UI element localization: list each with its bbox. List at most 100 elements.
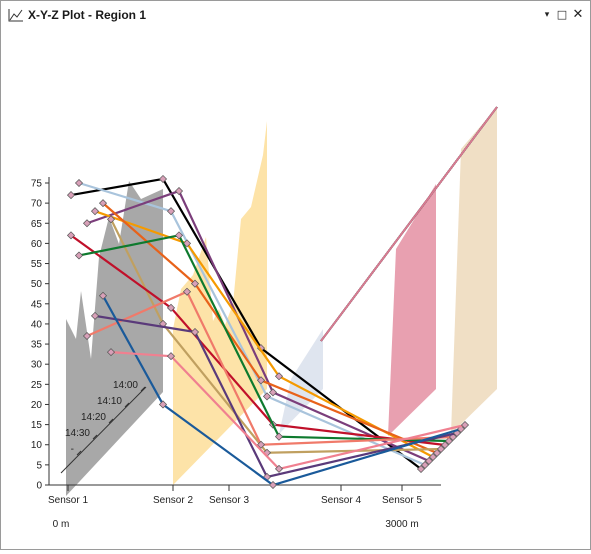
x-category-label: Sensor 1 [48, 495, 88, 506]
y-tick-label: 20 [31, 400, 43, 411]
series-point [166, 303, 176, 312]
time-tick-label: 14:10 [97, 396, 122, 407]
series-point [444, 436, 454, 446]
y-tick-label: 60 [31, 239, 43, 250]
x-range-label: 0 m [53, 519, 70, 530]
series-point [274, 464, 284, 473]
series-point [174, 231, 184, 240]
y-tick-label: 70 [31, 199, 43, 210]
series-point [106, 348, 116, 357]
y-tick-label: 45 [31, 299, 43, 310]
sensor2-fill [173, 121, 267, 485]
y-tick-label: 65 [31, 219, 43, 230]
series-lines [66, 106, 498, 490]
series-line [94, 314, 458, 479]
series-point [74, 251, 84, 260]
series-point [274, 372, 284, 381]
series-point [182, 239, 192, 248]
series-point [66, 191, 76, 200]
title-bar: X-Y-Z Plot - Region 1 ▾ □ ✕ [1, 1, 590, 29]
series-point [98, 291, 108, 300]
series-point [274, 432, 284, 441]
close-icon[interactable]: ✕ [572, 7, 584, 22]
time-tick-mark [124, 402, 130, 408]
sensor3-fill [279, 329, 323, 434]
series-point [256, 440, 266, 449]
series-point [158, 400, 168, 409]
y-tick-label: 55 [31, 259, 43, 270]
series-point [436, 444, 446, 454]
series-point [262, 392, 272, 401]
series-point [268, 480, 278, 490]
series-point [82, 219, 92, 228]
time-tick-mark [140, 386, 146, 392]
x-category-label: Sensor 3 [209, 495, 249, 506]
y-tick-label: 75 [31, 179, 43, 190]
series-point [416, 464, 426, 474]
y-axis-ticks: 0 5 10 15 20 25 30 35 40 45 50 55 60 65 70 75 [31, 179, 49, 492]
y-tick-label: 25 [31, 380, 43, 391]
series-point [74, 178, 84, 188]
series-point [256, 376, 266, 385]
y-tick-label: 0 [36, 481, 42, 492]
y-tick-label: 40 [31, 319, 43, 330]
y-tick-label: 35 [31, 340, 43, 351]
series-point [166, 352, 176, 361]
xyz-chart: 0 5 10 15 20 25 30 35 40 45 50 55 60 65 70 75 14:00 14:1… [31, 106, 498, 530]
y-tick-label: 5 [36, 460, 42, 471]
x-range-label: 3000 m [385, 519, 418, 530]
series-point [268, 388, 278, 397]
time-axis-ticks: 14:00 14:10 14:20 14:30 - [65, 380, 146, 456]
y-tick-label: 10 [31, 440, 43, 451]
x-category-label: Sensor 5 [382, 495, 422, 506]
series-point [166, 207, 176, 216]
series-point [420, 460, 430, 470]
time-tick-label: 14:00 [113, 380, 138, 391]
time-axis-line [60, 386, 147, 474]
x-category-label: Sensor 2 [153, 495, 193, 506]
time-tick-label: 14:20 [81, 412, 106, 423]
series-line [78, 234, 450, 443]
time-tick-mark [76, 450, 82, 456]
series-converge-line [320, 106, 498, 342]
x-category-label: Sensor 4 [321, 495, 361, 506]
series-point [174, 187, 184, 196]
sensor4-fill [388, 184, 436, 436]
series-line [94, 210, 434, 458]
series-point [460, 420, 470, 430]
series-point [440, 440, 450, 450]
time-tick-mark [92, 434, 98, 440]
series-point [106, 215, 116, 224]
plot-area: 0 5 10 15 20 25 30 35 40 45 50 55 60 65 70 75 14:00 14:1… [1, 29, 590, 549]
maximize-icon[interactable]: □ [556, 8, 568, 21]
series-line [110, 351, 466, 471]
sensor1-fill [66, 181, 163, 496]
series-point [428, 452, 438, 462]
series-point [98, 199, 108, 208]
series-point [182, 287, 192, 296]
series-line [86, 290, 454, 446]
series-line [86, 189, 430, 463]
series-point [432, 448, 442, 458]
chart-icon [8, 9, 23, 22]
time-tick-label: - [71, 444, 74, 455]
series-point [190, 327, 200, 337]
y-tick-label: 50 [31, 279, 43, 290]
time-tick-mark [108, 418, 114, 424]
window-title: X-Y-Z Plot - Region 1 [28, 8, 147, 22]
series-line [78, 181, 426, 467]
dropdown-icon[interactable]: ▾ [544, 10, 550, 20]
series-point [82, 331, 92, 341]
series-point [424, 456, 434, 466]
projection-fills [66, 107, 497, 496]
series-point [90, 311, 100, 320]
series-point [158, 174, 168, 184]
time-tick-label: 14:30 [65, 428, 90, 439]
y-tick-label: 30 [31, 360, 43, 371]
series-point [90, 207, 100, 216]
series-point [66, 231, 76, 240]
sensor5-fill [451, 107, 497, 434]
series-point [190, 279, 200, 288]
y-tick-label: 15 [31, 420, 43, 431]
